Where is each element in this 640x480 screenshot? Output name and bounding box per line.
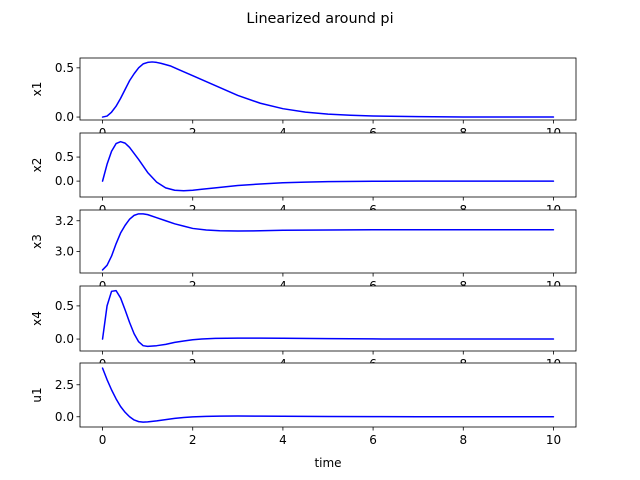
axes-background-x3 bbox=[80, 210, 576, 273]
y-tick-label-x2: 0.5 bbox=[55, 150, 74, 164]
axes-frame-x1 bbox=[79, 57, 577, 121]
x-tick-label-u1: 6 bbox=[369, 433, 377, 447]
y-tick-label-u1: 2.5 bbox=[55, 378, 74, 392]
series-line-x2 bbox=[101, 140, 555, 192]
axes-frame-x3 bbox=[79, 209, 577, 274]
x-tick-label-u1: 10 bbox=[546, 433, 561, 447]
y-tick-label-x1: 0.0 bbox=[55, 110, 74, 124]
subplot-u1: 0.0 2.5 0 2 4 6 8 10 u1 bbox=[30, 362, 577, 447]
x-tick-label-u1: 8 bbox=[459, 433, 467, 447]
axes-background-x4 bbox=[80, 286, 576, 351]
y-axis-label-x4: x4 bbox=[30, 311, 44, 326]
y-tick-label-x3: 3.2 bbox=[55, 214, 74, 228]
y-tick-label-x4: 0.5 bbox=[55, 299, 74, 313]
axes-frame-x2 bbox=[79, 132, 577, 198]
series-line-u1 bbox=[101, 367, 555, 423]
axes-background-x2 bbox=[80, 133, 576, 197]
figure-title: Linearized around pi bbox=[246, 11, 393, 27]
y-tick-label-x2: 0.0 bbox=[55, 174, 74, 188]
y-axis-label-x2: x2 bbox=[30, 158, 44, 173]
x-tick-label-u1: 2 bbox=[189, 433, 197, 447]
y-tick-label-u1: 0.0 bbox=[55, 410, 74, 424]
y-tick-label-x3: 3.0 bbox=[55, 244, 74, 258]
x-tick-label-u1: 4 bbox=[279, 433, 287, 447]
series-line-x1 bbox=[101, 61, 555, 118]
y-tick-label-x1: 0.5 bbox=[55, 61, 74, 75]
y-axis-label-u1: u1 bbox=[30, 387, 44, 402]
subplots: 0.00.50246810x10.00.50246810x23.03.20246… bbox=[30, 57, 577, 447]
series-line-x3 bbox=[101, 213, 555, 271]
axes-frame-u1 bbox=[79, 362, 577, 428]
subplot-x3: 3.03.20246810x3 bbox=[30, 209, 577, 293]
x-axis-label: time bbox=[314, 456, 341, 470]
y-tick-label-x4: 0.0 bbox=[55, 332, 74, 346]
x-tick-label-u1: 0 bbox=[99, 433, 107, 447]
axes-frame-x4 bbox=[79, 285, 577, 352]
y-axis-label-x1: x1 bbox=[30, 82, 44, 97]
series-line-x4 bbox=[101, 289, 555, 348]
y-axis-label-x3: x3 bbox=[30, 234, 44, 249]
